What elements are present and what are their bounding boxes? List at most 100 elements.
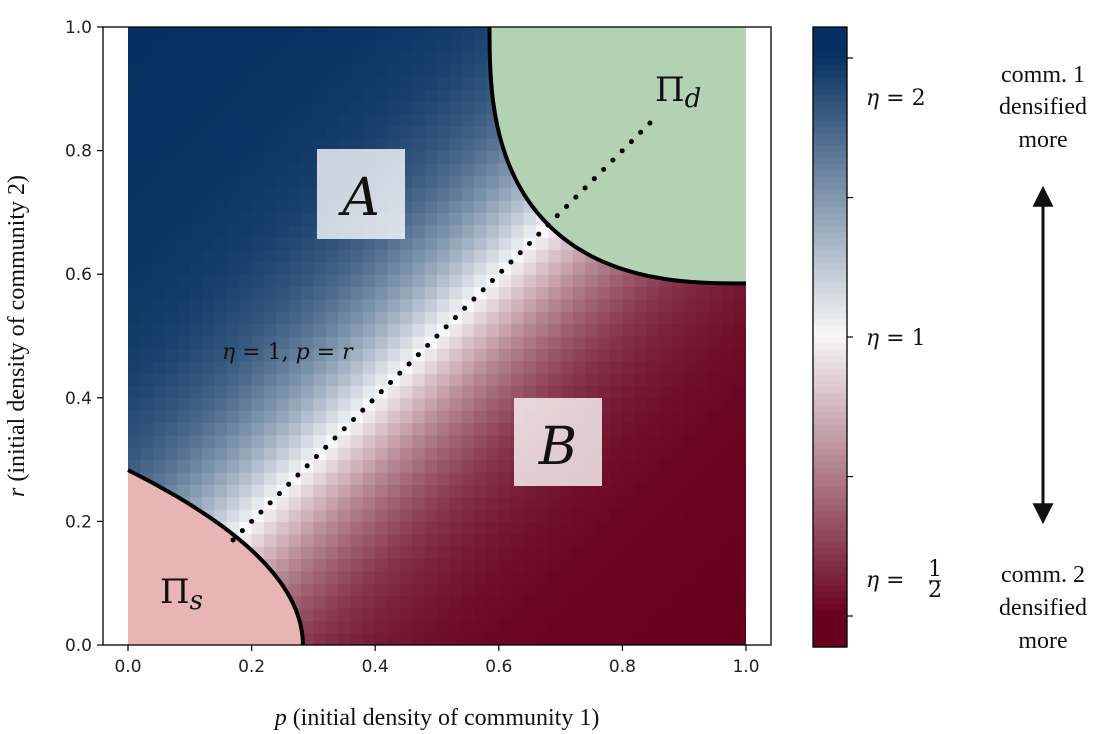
heatmap-cell xyxy=(239,385,253,399)
heatmap-cell xyxy=(263,373,277,387)
heatmap-cell xyxy=(152,323,166,337)
heatmap-cell xyxy=(301,249,314,263)
heatmap-cell xyxy=(375,521,389,535)
heatmap-cell xyxy=(239,422,253,436)
heatmap-cell xyxy=(375,101,389,115)
heatmap-cell xyxy=(338,360,352,374)
heatmap-cell xyxy=(461,583,475,597)
heatmap-cell xyxy=(362,51,376,65)
heatmap-cell xyxy=(263,311,277,325)
heatmap-cell xyxy=(276,521,290,535)
heatmap-cell xyxy=(325,496,339,510)
heatmap-cell xyxy=(338,311,352,325)
heatmap-cell xyxy=(338,484,352,498)
heatmap-cell xyxy=(622,471,636,485)
heatmap-cell xyxy=(535,261,549,275)
heatmap-cell xyxy=(399,101,413,115)
heatmap-cell xyxy=(226,150,240,164)
heatmap-cell xyxy=(263,323,277,337)
heatmap-cell xyxy=(572,336,586,349)
heatmap-cell xyxy=(498,509,512,522)
heatmap-cell xyxy=(535,311,549,325)
heatmap-cell xyxy=(449,237,463,251)
heatmap-cell xyxy=(424,397,438,411)
heatmap-cell xyxy=(659,620,673,634)
heatmap-cell xyxy=(251,373,265,387)
heatmap-cell xyxy=(362,570,376,584)
heatmap-cell xyxy=(152,286,166,300)
heatmap-cell xyxy=(189,101,203,115)
heatmap-cell xyxy=(708,496,722,510)
heatmap-cell xyxy=(461,595,475,609)
heatmap-cell xyxy=(424,261,438,275)
heatmap-cell xyxy=(387,39,401,53)
heatmap-cell xyxy=(375,348,389,362)
heatmap-cell xyxy=(263,298,277,312)
heatmap-cell xyxy=(684,410,698,424)
heatmap-cell xyxy=(375,113,389,127)
colorbar-cell xyxy=(813,374,847,381)
heatmap-cell xyxy=(437,249,450,263)
heatmap-cell xyxy=(325,410,339,424)
heatmap-cell xyxy=(474,150,488,164)
heatmap-cell xyxy=(301,125,314,139)
heatmap-cell xyxy=(585,533,599,547)
heatmap-cell xyxy=(165,323,179,337)
heatmap-cell xyxy=(387,261,401,275)
heatmap-cell xyxy=(251,274,265,288)
heatmap-cell xyxy=(263,509,277,522)
heatmap-cell xyxy=(313,546,327,560)
colorbar-cell xyxy=(813,572,847,580)
heatmap-cell xyxy=(511,533,525,547)
heatmap-cell xyxy=(387,336,401,349)
heatmap-cell xyxy=(684,434,698,448)
colorbar-cell xyxy=(813,169,847,177)
heatmap-cell xyxy=(437,373,450,387)
heatmap-cell xyxy=(610,385,623,399)
heatmap-cell xyxy=(226,274,240,288)
heatmap-cell xyxy=(350,397,364,411)
heatmap-cell xyxy=(165,261,179,275)
heatmap-cell xyxy=(350,101,364,115)
heatmap-cell xyxy=(239,286,253,300)
heatmap-cell xyxy=(696,509,710,522)
heatmap-cell xyxy=(437,162,450,176)
heatmap-cell xyxy=(511,632,525,645)
heatmap-cell xyxy=(128,138,141,152)
heatmap-cell xyxy=(301,546,314,560)
heatmap-cell xyxy=(585,385,599,399)
heatmap-cell xyxy=(572,298,586,312)
heatmap-cell xyxy=(622,496,636,510)
heatmap-cell xyxy=(437,64,450,78)
heatmap-cell xyxy=(152,64,166,78)
heatmap-cell xyxy=(301,533,314,547)
heatmap-cell xyxy=(325,76,339,90)
heatmap-cell xyxy=(474,274,488,288)
heatmap-cell xyxy=(671,558,685,572)
heatmap-cell xyxy=(140,298,154,312)
heatmap-cell xyxy=(733,496,746,510)
heatmap-cell xyxy=(375,64,389,78)
heatmap-cell xyxy=(647,360,661,374)
heatmap-cell xyxy=(362,261,376,275)
heatmap-cell xyxy=(399,410,413,424)
heatmap-cell xyxy=(152,88,166,102)
heatmap-cell xyxy=(671,620,685,634)
heatmap-cell xyxy=(449,274,463,288)
heatmap-cell xyxy=(412,385,426,399)
heatmap-cell xyxy=(659,570,673,584)
heatmap-cell xyxy=(708,484,722,498)
heatmap-cell xyxy=(251,397,265,411)
heatmap-cell xyxy=(424,113,438,127)
heatmap-cell xyxy=(585,509,599,522)
heatmap-cell xyxy=(560,558,574,572)
heatmap-cell xyxy=(461,558,475,572)
heatmap-cell xyxy=(387,620,401,634)
heatmap-cell xyxy=(548,496,562,510)
heatmap-cell xyxy=(362,533,376,547)
heatmap-cell xyxy=(486,422,500,436)
heatmap-cell xyxy=(437,410,450,424)
heatmap-cell xyxy=(325,373,339,387)
heatmap-cell xyxy=(634,410,648,424)
heatmap-cell xyxy=(461,533,475,547)
